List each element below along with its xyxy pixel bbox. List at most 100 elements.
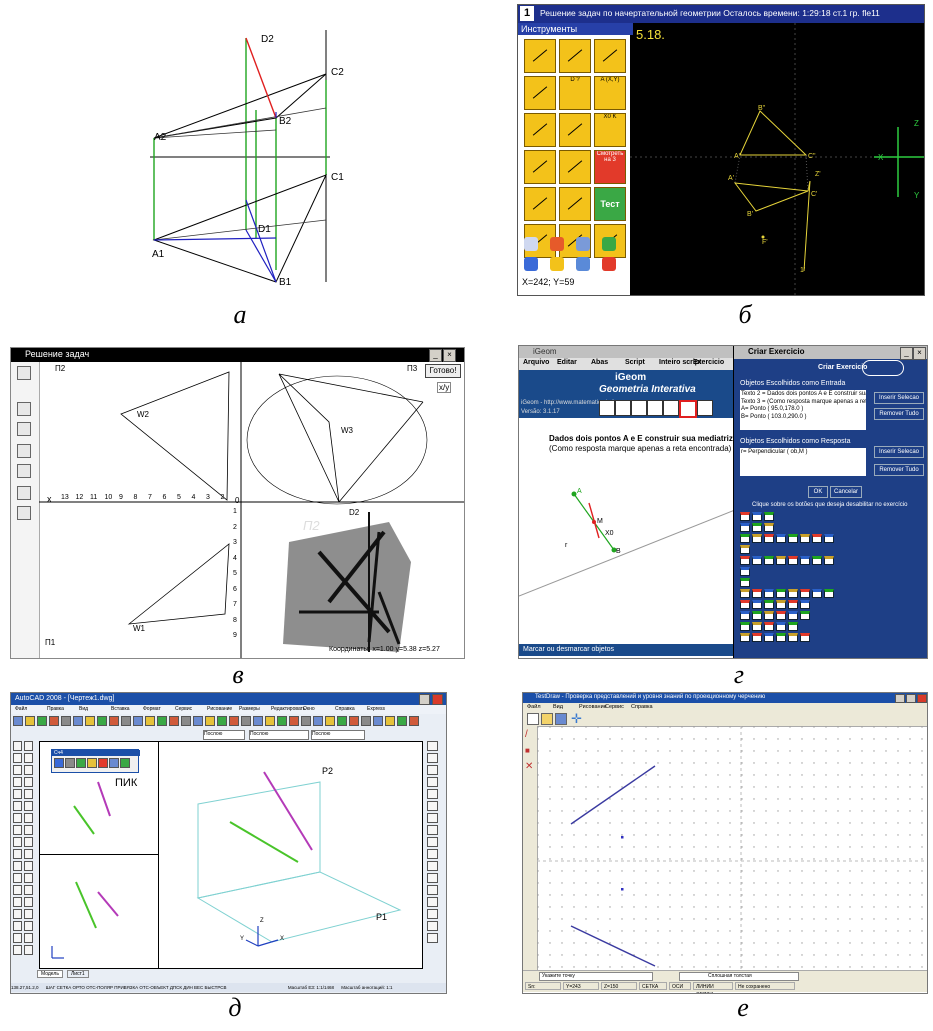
exercise-tool-toggle-icon[interactable] [752, 556, 762, 565]
toolbar-icon[interactable] [289, 716, 299, 726]
tool-button-r2-c2[interactable]: D ? [559, 76, 591, 110]
menu-item[interactable]: Editar [557, 359, 577, 366]
draw-tool-icon[interactable] [13, 837, 22, 847]
draw-tool-icon[interactable] [24, 921, 33, 931]
exercise-tool-toggle-icon[interactable] [764, 589, 774, 598]
draw-tool-icon[interactable] [13, 945, 22, 955]
answers-list[interactable]: r= Perpendicular ( ob,M ) [740, 448, 866, 476]
menu-item[interactable]: Файл [527, 704, 541, 710]
exercise-tool-toggle-icon[interactable] [752, 600, 762, 609]
exercise-tool-toggle-icon[interactable] [740, 589, 750, 598]
draw-tool-icon[interactable] [13, 861, 22, 871]
delete-tool-icon[interactable]: ✕ [525, 761, 534, 772]
dimension-tool-icon[interactable] [427, 885, 438, 895]
draw-tool-icon[interactable] [13, 897, 22, 907]
draw-tool-icon[interactable] [13, 933, 22, 943]
dimension-tool-icon[interactable] [427, 741, 438, 751]
exercise-tool-toggle-icon[interactable] [776, 633, 786, 642]
model-space[interactable]: P2 P1 Z Y X [39, 741, 423, 969]
exercise-tool-toggle-icon[interactable] [788, 556, 798, 565]
done-button[interactable]: Готово! [425, 364, 461, 378]
draw-tool-icon[interactable] [24, 909, 33, 919]
menu-item[interactable]: Рисование [207, 706, 233, 712]
exercise-tool-toggle-icon[interactable] [740, 611, 750, 620]
exercise-tool-toggle-icon[interactable] [752, 523, 762, 532]
exercise-tool-toggle-icon[interactable] [800, 589, 810, 598]
remove-all-button-1[interactable]: Remover Tudo [874, 408, 924, 420]
tool-icon-6[interactable] [17, 486, 31, 500]
maximize-button[interactable] [906, 694, 916, 703]
exercise-tool-toggle-icon[interactable] [800, 600, 810, 609]
exercise-tool-toggle-icon[interactable] [788, 622, 798, 631]
toolbar-icon[interactable] [361, 716, 371, 726]
toolbar-icon[interactable] [169, 716, 179, 726]
tool-button-r2-c3[interactable]: A (X,Y) [594, 76, 626, 110]
toolbar-icon[interactable] [205, 716, 215, 726]
toolbar-icon[interactable] [37, 716, 47, 726]
tab-model[interactable]: Модель [37, 970, 63, 978]
menu-item[interactable]: Exercicio [693, 359, 725, 366]
exercise-tool-toggle-icon[interactable] [740, 512, 750, 521]
pik-tool-icon[interactable] [87, 758, 97, 768]
tool-button-r4-c1[interactable] [524, 150, 556, 184]
close-button[interactable] [432, 694, 443, 705]
draw-tool-icon[interactable] [24, 885, 33, 895]
close-button[interactable] [917, 694, 927, 703]
draw-tool-icon[interactable] [13, 801, 22, 811]
toolbar-icon[interactable] [61, 716, 71, 726]
toolbar-icon[interactable] [349, 716, 359, 726]
menu-item[interactable]: Редактировать [271, 706, 306, 712]
dimension-tool-icon[interactable] [427, 813, 438, 823]
pik-tool-icon[interactable] [120, 758, 130, 768]
menu-item[interactable]: Сервис [605, 704, 624, 710]
dimension-tool-icon[interactable] [427, 861, 438, 871]
toolbar-icon[interactable] [229, 716, 239, 726]
draw-tool-icon[interactable] [13, 885, 22, 895]
line-style-select[interactable]: Сплошная толстая [679, 972, 799, 981]
tool-segment-icon[interactable] [663, 400, 679, 416]
tool-move-icon[interactable] [697, 400, 713, 416]
linetype-select[interactable]: Послою [249, 730, 309, 740]
tool-point-icon[interactable] [599, 400, 615, 416]
exercise-tool-toggle-icon[interactable] [764, 633, 774, 642]
draw-tool-icon[interactable] [24, 861, 33, 871]
exercise-tool-toggle-icon[interactable] [752, 534, 762, 543]
exercise-tool-toggle-icon[interactable] [740, 622, 750, 631]
tool-icon-4[interactable] [17, 444, 31, 458]
exercise-tool-toggle-icon[interactable] [740, 545, 750, 554]
toolbar-icon[interactable] [337, 716, 347, 726]
exercise-tool-toggle-icon[interactable] [740, 578, 750, 587]
minimize-button[interactable] [419, 694, 430, 705]
remove-all-button-2[interactable]: Remover Tudo [874, 464, 924, 476]
tool-icon-5[interactable] [17, 464, 31, 478]
exercise-tool-toggle-icon[interactable] [752, 622, 762, 631]
exercise-tool-toggle-icon[interactable] [752, 589, 762, 598]
exercise-tool-toggle-icon[interactable] [740, 534, 750, 543]
exercise-tool-toggle-icon[interactable] [752, 512, 762, 521]
toolbar-icon[interactable] [25, 716, 35, 726]
exercise-tool-toggle-icon[interactable] [776, 600, 786, 609]
exercise-tool-toggle-icon[interactable] [740, 600, 750, 609]
tool-button-r5-c1[interactable] [524, 187, 556, 221]
toolbar-icon[interactable] [385, 716, 395, 726]
draw-tool-icon[interactable] [24, 741, 33, 751]
tool-button-r4-c2[interactable] [559, 150, 591, 184]
geometry-canvas[interactable] [519, 418, 735, 646]
pik-tool-icon[interactable] [98, 758, 108, 768]
toolbar-icon[interactable] [109, 716, 119, 726]
draw-tool-icon[interactable] [24, 813, 33, 823]
exercise-tool-toggle-icon[interactable] [776, 534, 786, 543]
dimension-tool-icon[interactable] [427, 897, 438, 907]
toolbar-icon[interactable] [217, 716, 227, 726]
dimension-tool-icon[interactable] [427, 801, 438, 811]
dialog-minimize-button[interactable]: _ [900, 347, 913, 360]
exercise-tool-toggle-icon[interactable] [740, 556, 750, 565]
edit-icon[interactable] [576, 237, 590, 251]
menu-item[interactable]: Размеры [239, 706, 260, 712]
star-icon[interactable] [550, 257, 564, 271]
exercise-tool-toggle-icon[interactable] [764, 622, 774, 631]
menu-item[interactable]: Файл [15, 706, 28, 712]
status-modes[interactable]: ШАГ СЕТКА ОРТО ОТС-ПОЛЯР ПРИВЯЗКА ОТС-ОБ… [45, 985, 227, 990]
exercise-tool-toggle-icon[interactable] [764, 600, 774, 609]
exercise-tool-toggle-icon[interactable] [776, 611, 786, 620]
